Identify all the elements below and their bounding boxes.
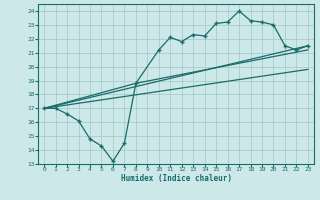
- X-axis label: Humidex (Indice chaleur): Humidex (Indice chaleur): [121, 174, 231, 183]
